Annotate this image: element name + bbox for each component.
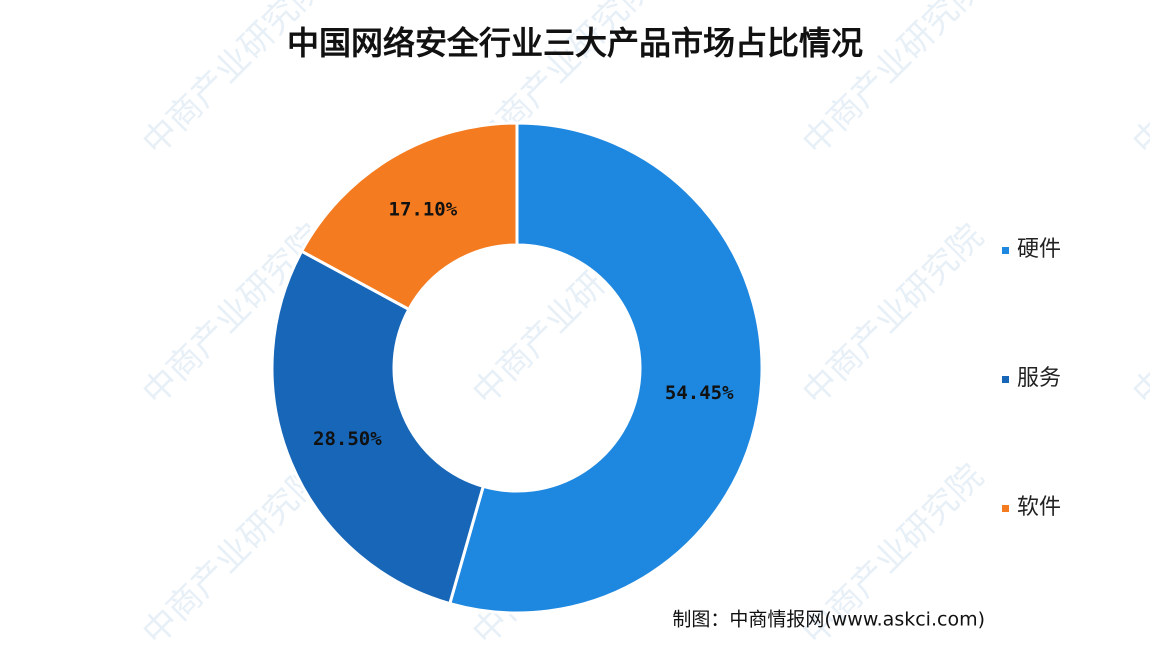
data-label: 28.50% [313,428,382,450]
legend-label: 服务 [1017,366,1061,391]
legend-swatch [1002,247,1009,254]
data-label: 54.45% [665,382,734,404]
legend-swatch [1002,505,1009,512]
source-note: 制图：中商情报网(www.askci.com) [672,609,985,631]
donut-segment [270,249,486,606]
legend-label: 硬件 [1017,237,1061,262]
donut-segment [447,121,764,615]
chart-title: 中国网络安全行业三大产品市场占比情况 [287,24,863,62]
legend-swatch [1002,376,1009,383]
donut-segment [299,121,519,312]
legend-label: 软件 [1017,495,1061,520]
data-label: 17.10% [389,198,458,220]
